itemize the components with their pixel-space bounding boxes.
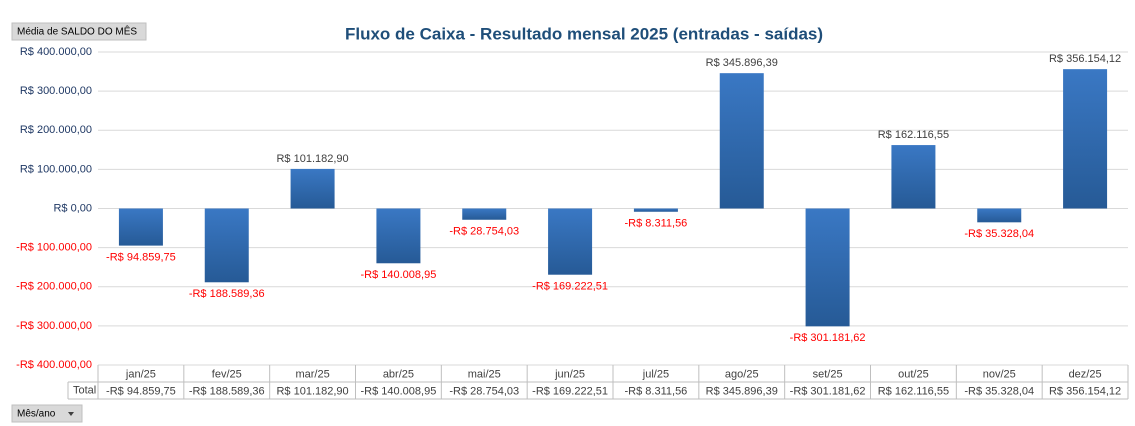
x-tick-label: nov/25 bbox=[983, 368, 1016, 380]
data-label: -R$ 35.328,04 bbox=[964, 228, 1034, 240]
table-value: -R$ 188.589,36 bbox=[189, 385, 265, 397]
data-label: R$ 345.896,39 bbox=[706, 57, 778, 69]
x-tick-label: ago/25 bbox=[725, 368, 759, 380]
bar bbox=[548, 208, 593, 275]
y-tick-label: R$ 400.000,00 bbox=[20, 46, 92, 58]
data-label: -R$ 140.008,95 bbox=[360, 269, 436, 281]
y-tick-label: -R$ 100.000,00 bbox=[16, 242, 92, 254]
data-label: -R$ 301.181,62 bbox=[790, 332, 866, 344]
bar bbox=[462, 208, 507, 220]
table-value: R$ 101.182,90 bbox=[276, 385, 348, 397]
x-tick-label: fev/25 bbox=[212, 368, 242, 380]
x-tick-label: mai/25 bbox=[468, 368, 501, 380]
table-value: -R$ 8.311,56 bbox=[625, 385, 688, 397]
value-field-button[interactable] bbox=[11, 22, 147, 41]
bar bbox=[633, 208, 678, 212]
data-label: -R$ 8.311,56 bbox=[625, 218, 688, 230]
table-value: -R$ 301.181,62 bbox=[790, 385, 866, 397]
table-value: R$ 345.896,39 bbox=[706, 385, 778, 397]
x-tick-label: jun/25 bbox=[554, 368, 585, 380]
bar bbox=[290, 168, 335, 209]
bar bbox=[891, 145, 936, 209]
y-tick-label: R$ 300.000,00 bbox=[20, 85, 92, 97]
x-tick-label: jul/25 bbox=[642, 368, 669, 380]
x-tick-label: mar/25 bbox=[295, 368, 329, 380]
y-tick-label: R$ 200.000,00 bbox=[20, 124, 92, 136]
x-tick-label: out/25 bbox=[898, 368, 929, 380]
y-tick-label: R$ 100.000,00 bbox=[20, 163, 92, 175]
table-value: -R$ 35.328,04 bbox=[964, 385, 1034, 397]
y-tick-label: -R$ 400.000,00 bbox=[16, 359, 92, 371]
table-value: R$ 162.116,55 bbox=[878, 385, 949, 397]
data-label: -R$ 188.589,36 bbox=[189, 288, 265, 300]
bar bbox=[805, 208, 850, 327]
dropdown-arrow bbox=[68, 412, 74, 416]
bar bbox=[1063, 69, 1108, 209]
y-tick-label: R$ 0,00 bbox=[53, 202, 92, 214]
data-label: R$ 162.116,55 bbox=[878, 129, 949, 141]
x-tick-label: dez/25 bbox=[1069, 368, 1102, 380]
bar bbox=[204, 208, 249, 283]
y-tick-label: -R$ 200.000,00 bbox=[16, 281, 92, 293]
data-label: R$ 356.154,12 bbox=[1049, 53, 1121, 65]
x-tick-label: set/25 bbox=[813, 368, 843, 380]
bar bbox=[118, 208, 163, 246]
table-value: R$ 356.154,12 bbox=[1049, 385, 1121, 397]
data-label: -R$ 169.222,51 bbox=[532, 281, 608, 293]
data-label: -R$ 28.754,03 bbox=[449, 226, 519, 238]
chart-title: Fluxo de Caixa - Resultado mensal 2025 (… bbox=[345, 24, 823, 43]
bar bbox=[719, 73, 764, 209]
table-row-label: Total bbox=[73, 384, 96, 396]
bar bbox=[977, 208, 1022, 223]
table-value: -R$ 140.008,95 bbox=[360, 385, 436, 397]
y-tick-label: -R$ 300.000,00 bbox=[16, 320, 92, 332]
axis-field-button[interactable] bbox=[11, 404, 83, 423]
value-field-button-label: Média de SALDO DO MÊS bbox=[17, 25, 137, 38]
bar bbox=[376, 208, 421, 264]
data-label: R$ 101.182,90 bbox=[276, 153, 348, 165]
table-value: -R$ 94.859,75 bbox=[106, 385, 176, 397]
axis-field-button-label: Mês/ano bbox=[17, 409, 56, 420]
table-value: -R$ 169.222,51 bbox=[532, 385, 608, 397]
data-label: -R$ 94.859,75 bbox=[106, 252, 176, 264]
table-value: -R$ 28.754,03 bbox=[449, 385, 519, 397]
x-tick-label: abr/25 bbox=[383, 368, 414, 380]
x-tick-label: jan/25 bbox=[125, 368, 156, 380]
